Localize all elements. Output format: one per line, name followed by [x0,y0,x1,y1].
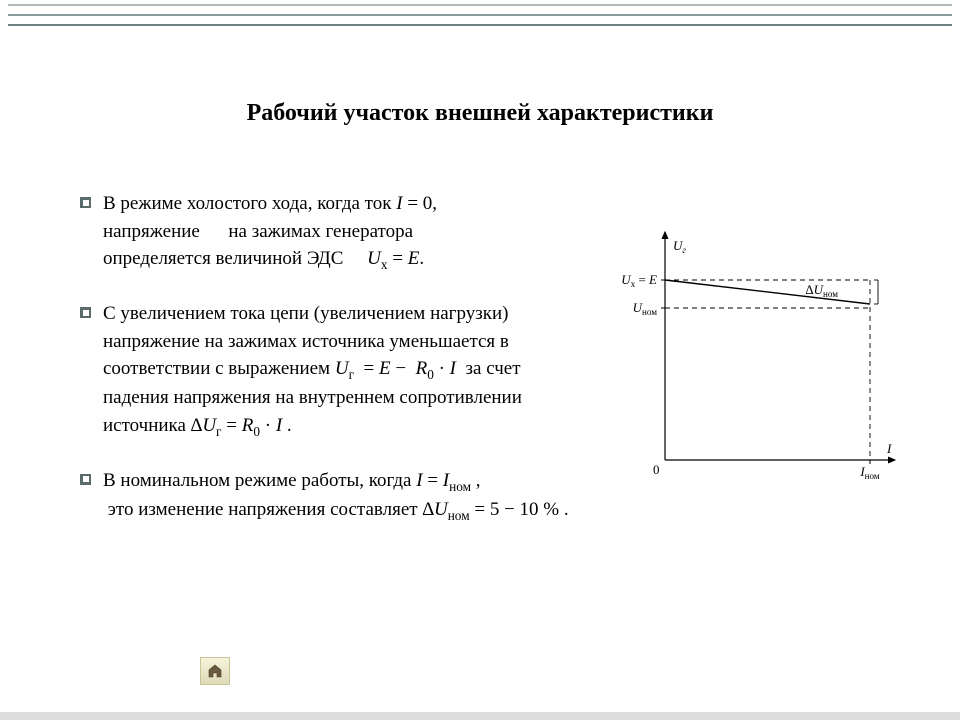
chart-svg: Uг I 0 Uх = E Uном Iном ∆Uном [595,230,905,495]
border-line-3 [8,24,952,26]
border-line-2 [8,14,952,16]
page-title: Рабочий участок внешней характеристики [0,100,960,127]
home-button[interactable] [200,657,230,685]
external-characteristic-chart: Uг I 0 Uх = E Uном Iном ∆Uном [595,230,905,495]
bullet-text: В режиме холостого хода, когда ток I = 0… [103,190,523,274]
svg-text:∆Uном: ∆Uном [806,282,839,299]
bullet-icon [80,197,91,208]
svg-text:Uном: Uном [633,300,658,317]
bullet-icon [80,474,91,485]
border-line-1 [8,4,952,6]
svg-text:I: I [886,441,892,456]
bullet-text: В номинальном режиме работы, когда I = I… [103,467,569,525]
home-icon [207,664,223,678]
svg-text:Iном: Iном [859,464,880,481]
svg-text:0: 0 [653,462,660,477]
svg-text:Uг: Uг [673,238,686,255]
svg-text:Uх = E: Uх = E [621,272,657,289]
bullet-text: С увеличением тока цепи (увеличением наг… [103,300,563,441]
bottom-shadow [0,712,960,720]
bullet-icon [80,307,91,318]
top-decorative-border [0,0,960,34]
